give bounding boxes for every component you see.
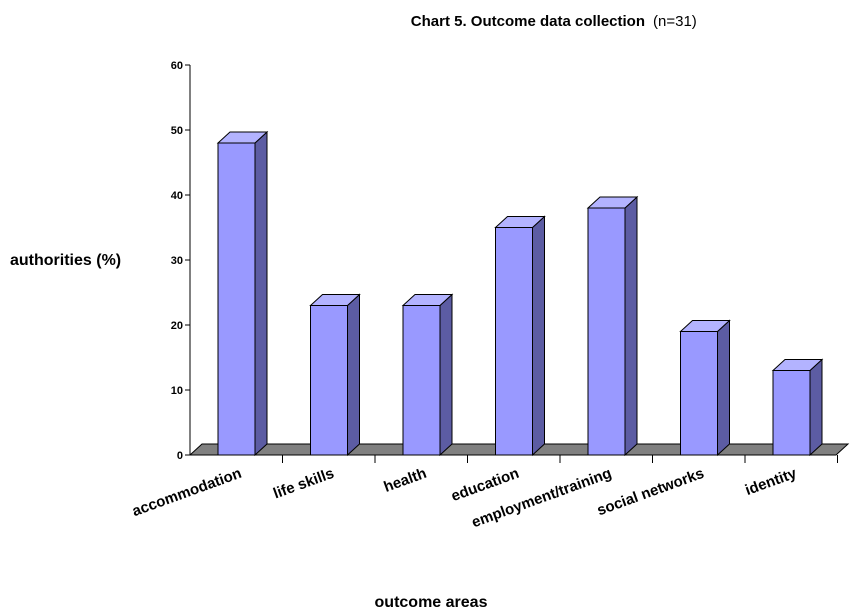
category-label: accommodation xyxy=(130,465,244,520)
bar xyxy=(309,293,361,457)
bars xyxy=(216,130,824,457)
bar xyxy=(586,195,639,457)
bar-front xyxy=(217,142,256,456)
bar-side xyxy=(532,215,545,457)
bar-side xyxy=(254,130,268,457)
bar-side xyxy=(439,293,453,457)
category-labels: accommodation life skills health educatione… xyxy=(130,465,800,532)
bar-side xyxy=(624,195,638,457)
y-tick-label: 20 xyxy=(171,320,183,332)
category-label: social networks xyxy=(595,465,707,519)
category-label: life skills xyxy=(271,465,336,503)
bar xyxy=(401,293,454,457)
category-label: health xyxy=(382,465,429,496)
y-axis-ticks: 0 10 20 30 40 50 60 xyxy=(171,60,190,462)
y-tick-label: 0 xyxy=(177,450,183,462)
category-label: identity xyxy=(743,465,800,499)
x-axis-ticks xyxy=(282,455,838,463)
x-axis-title: outcome areas xyxy=(375,594,488,611)
bar-side xyxy=(809,358,823,457)
y-tick-label: 40 xyxy=(171,190,183,202)
bar-front xyxy=(680,331,718,456)
bar-front xyxy=(772,370,811,456)
chart-subtitle: (n=31) xyxy=(653,13,697,30)
y-axis-title: authorities (%) xyxy=(10,252,121,269)
y-tick-label: 60 xyxy=(171,60,183,72)
bar-front xyxy=(495,227,533,456)
bar-front xyxy=(587,207,626,456)
chart-title: Chart 5. Outcome data collection xyxy=(411,13,645,30)
y-tick-label: 50 xyxy=(171,125,183,137)
bar xyxy=(216,130,269,457)
bar xyxy=(494,215,546,457)
y-tick-label: 10 xyxy=(171,385,183,397)
y-tick-label: 30 xyxy=(171,255,183,267)
bar-front xyxy=(402,305,441,456)
category-label: education xyxy=(449,465,521,505)
bar xyxy=(771,358,824,457)
bar-side xyxy=(347,293,360,457)
bar xyxy=(679,319,731,457)
bar-front xyxy=(310,305,348,456)
bar-side xyxy=(717,319,730,457)
